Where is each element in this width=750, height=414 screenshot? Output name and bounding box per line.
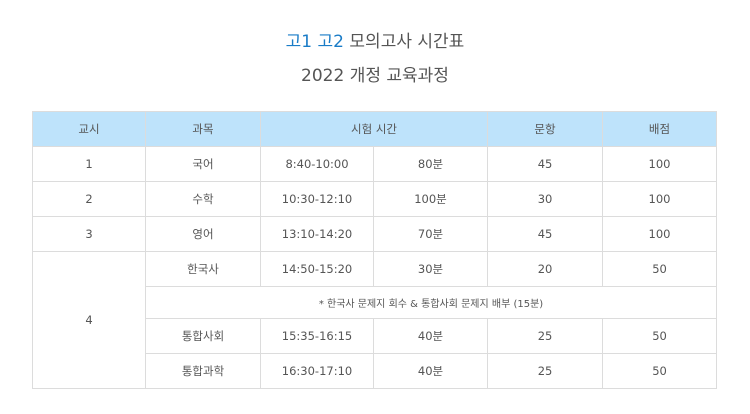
header-points: 배점: [602, 111, 718, 147]
table-row: 통합사회 15:35-16:15 40분 25 50: [33, 318, 718, 354]
page-subtitle: 2022 개정 교육과정: [301, 66, 449, 86]
table-row: 4 한국사 14:50-15:20 30분 20 50: [32, 251, 718, 389]
points-cell: 50: [602, 251, 718, 287]
duration-cell: 80분: [372, 146, 489, 182]
questions-cell: 30: [487, 181, 604, 217]
duration-cell: 40분: [372, 353, 489, 389]
title-text: 모의고사 시간표: [349, 32, 465, 52]
time-cell: 13:10-14:20: [260, 216, 374, 252]
time-cell: 16:30-17:10: [260, 353, 374, 389]
questions-cell: 45: [487, 216, 604, 252]
duration-cell: 70분: [372, 216, 489, 252]
questions-cell: 25: [487, 318, 604, 354]
time-cell: 14:50-15:20: [260, 251, 374, 287]
header-period: 교시: [32, 111, 146, 147]
duration-cell: 40분: [372, 318, 489, 354]
subject-cell: 통합과학: [145, 353, 261, 389]
questions-cell: 20: [487, 251, 604, 287]
points-cell: 50: [602, 318, 718, 354]
subject-cell: 영어: [145, 216, 261, 252]
time-cell: 8:40-10:00: [260, 146, 374, 182]
subject-cell: 통합사회: [145, 318, 261, 354]
header-subject: 과목: [145, 111, 261, 147]
note-cell: * 한국사 문제지 회수 & 통합사회 문제지 배부 (15분): [144, 286, 718, 319]
points-cell: 100: [602, 146, 718, 182]
period-cell: 4: [32, 251, 146, 389]
header-time: 시험 시간: [259, 111, 489, 147]
points-cell: 50: [602, 353, 718, 389]
schedule-table: 교시 과목 시험 시간 문항 배점 1 국어 8:40-10:00 80분 45…: [32, 111, 718, 389]
points-cell: 100: [602, 216, 718, 252]
period-cell: 1: [32, 146, 146, 182]
duration-cell: 30분: [372, 251, 489, 287]
questions-cell: 25: [487, 353, 604, 389]
grade1-label: 고1: [285, 32, 313, 52]
header-questions: 문항: [487, 111, 604, 147]
time-cell: 15:35-16:15: [260, 318, 374, 354]
time-cell: 10:30-12:10: [260, 181, 374, 217]
table-row: 3 영어 13:10-14:20 70분 45 100: [32, 216, 718, 252]
subject-cell: 수학: [145, 181, 261, 217]
questions-cell: 45: [487, 146, 604, 182]
table-row: 통합과학 16:30-17:10 40분 25 50: [33, 353, 718, 389]
period-cell: 2: [32, 181, 146, 217]
subject-cell: 한국사: [145, 251, 261, 287]
table-row: 2 수학 10:30-12:10 100분 30 100: [32, 181, 718, 217]
duration-cell: 100분: [372, 181, 489, 217]
page-title: 고1 고2 모의고사 시간표: [0, 27, 750, 52]
subject-cell: 국어: [145, 146, 261, 182]
table-row: 1 국어 8:40-10:00 80분 45 100: [32, 146, 718, 182]
period-cell: 3: [32, 216, 146, 252]
table-header-row: 교시 과목 시험 시간 문항 배점: [32, 111, 718, 147]
grade2-label: 고2: [317, 32, 345, 52]
points-cell: 100: [602, 181, 718, 217]
